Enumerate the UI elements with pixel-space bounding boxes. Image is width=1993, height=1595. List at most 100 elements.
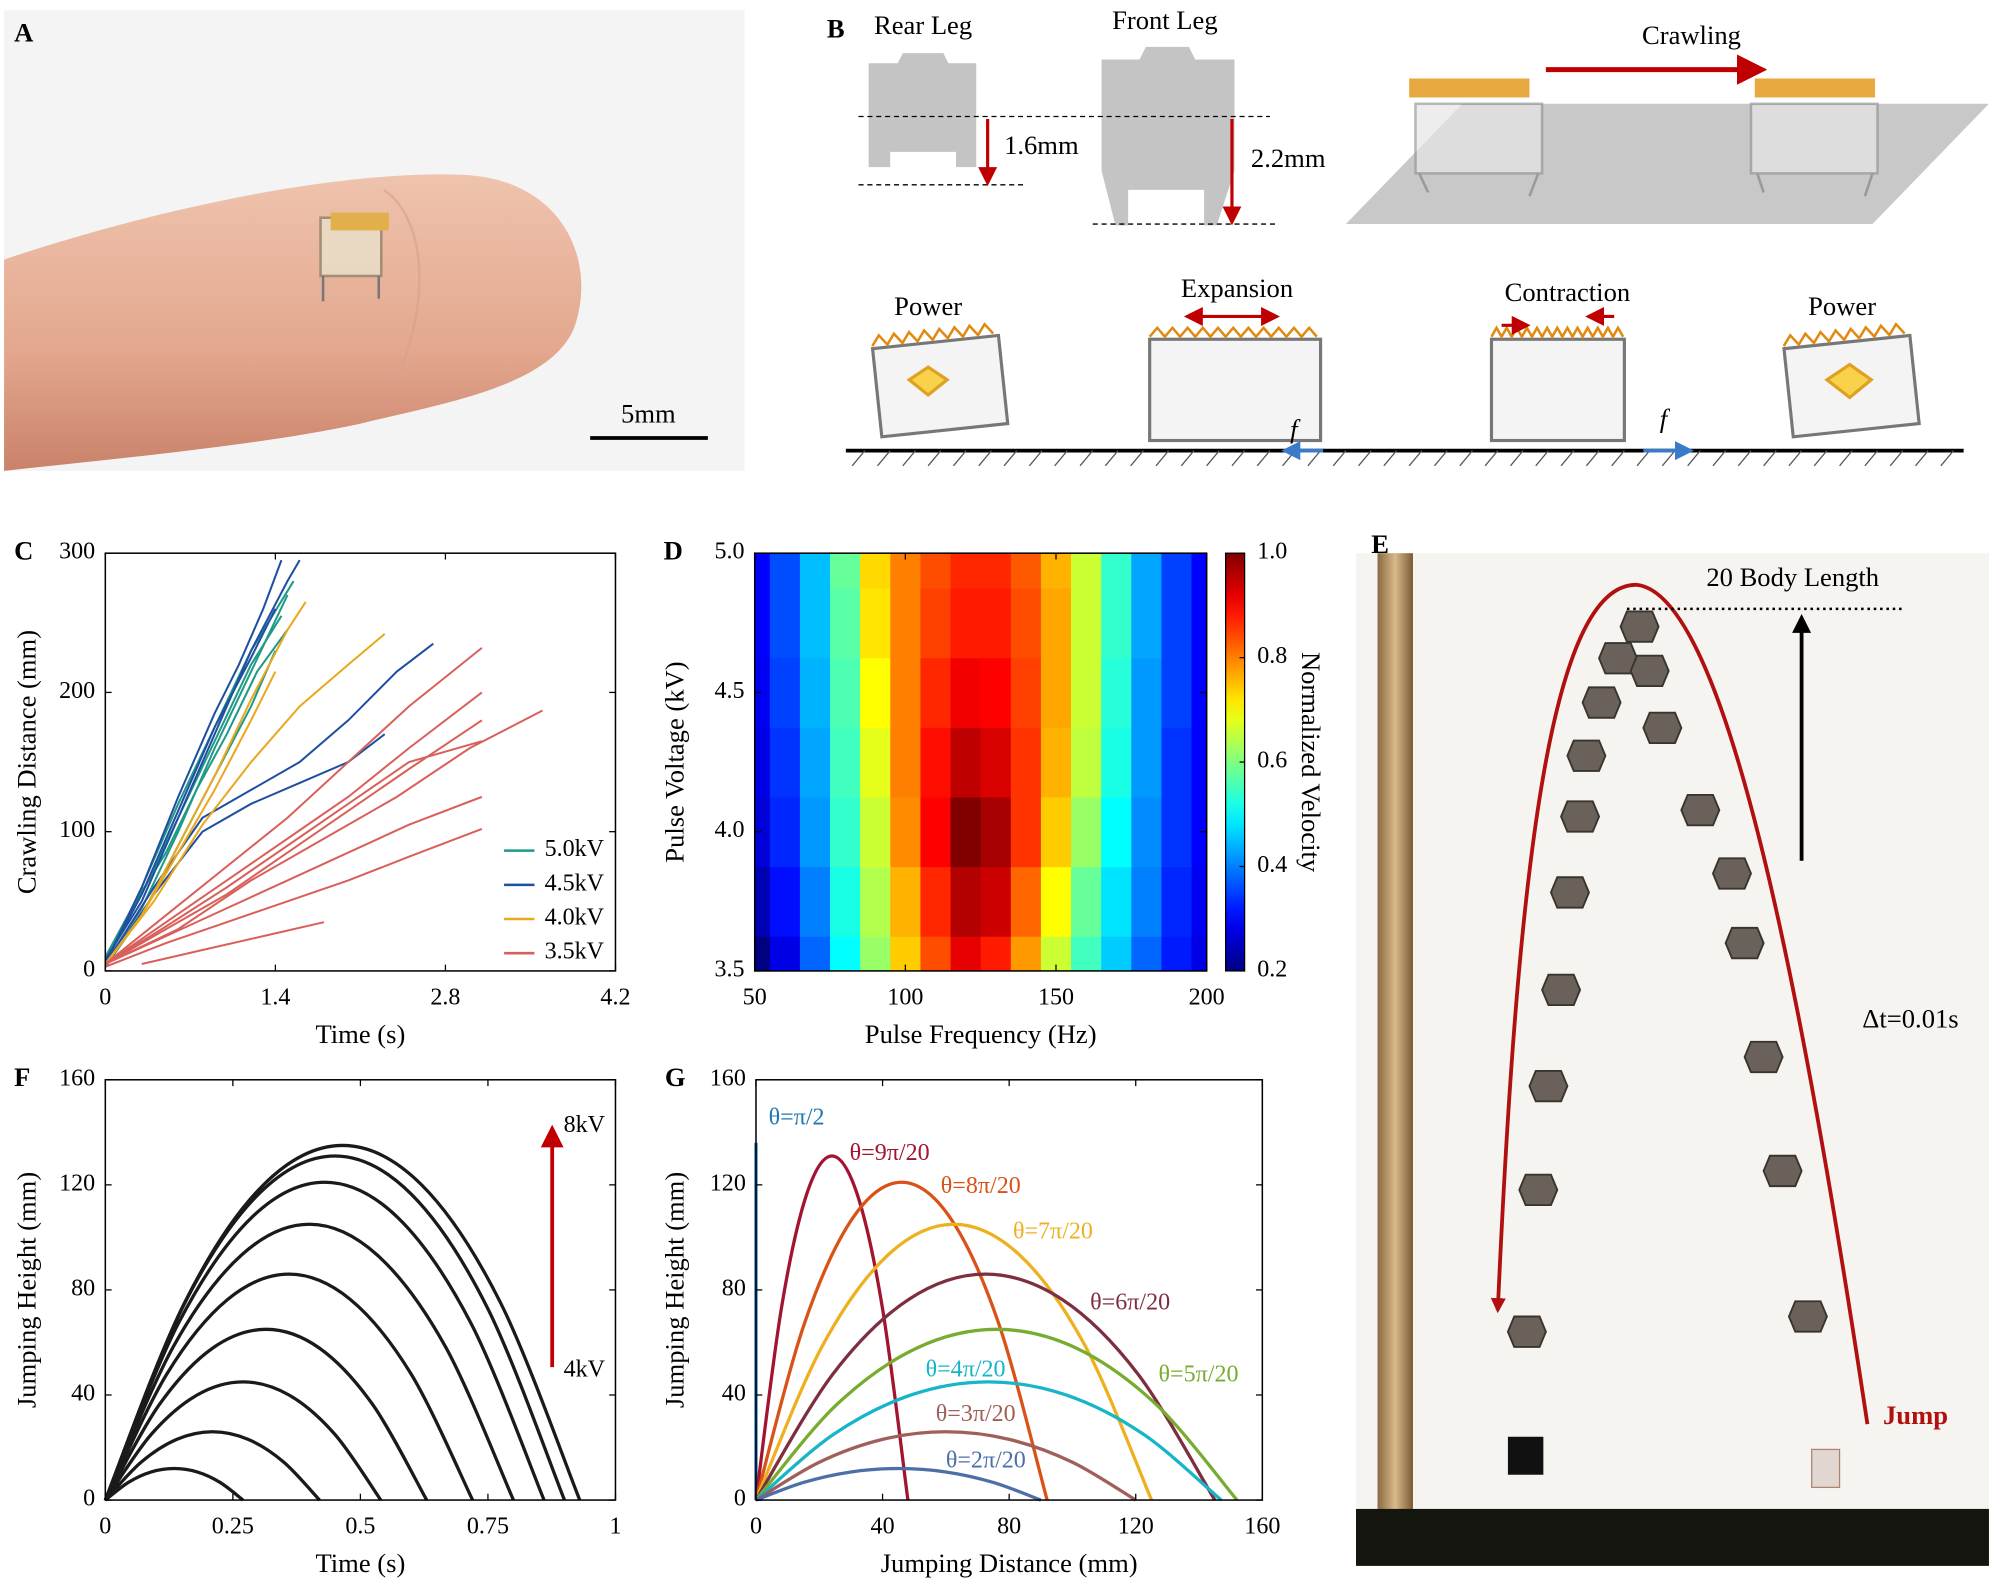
finger-crease <box>383 188 421 381</box>
data-line <box>104 691 483 965</box>
heatmap-cell <box>1010 936 1042 972</box>
interval-label: Δt=0.01s <box>1862 1004 1958 1034</box>
heatmap-cell <box>830 796 861 868</box>
data-line <box>104 559 283 965</box>
heatmap-cell <box>950 587 982 659</box>
phase-label: Contraction <box>1505 277 1630 307</box>
y-tick-label: 120 <box>710 1170 746 1196</box>
y-tick-label: 4.0 <box>715 817 745 843</box>
heatmap-cell <box>1040 796 1072 868</box>
data-line <box>755 1430 1137 1502</box>
leg-label: Front Leg <box>1112 5 1218 35</box>
heatmap-cell <box>799 727 831 798</box>
annotation: 8kV <box>564 1112 606 1138</box>
heatmap-cell <box>860 936 891 972</box>
heatmap-cell <box>860 553 891 589</box>
heatmap-cell <box>769 587 801 659</box>
heatmap-cell <box>860 727 891 798</box>
gait-robots <box>870 322 1921 443</box>
x-tick-label: 0.5 <box>345 1513 375 1539</box>
robot-photo <box>319 212 389 302</box>
heatmap-cell <box>1161 553 1193 589</box>
finger <box>4 174 582 471</box>
data-line <box>104 1430 321 1502</box>
x-tick-label: 2.8 <box>430 984 460 1010</box>
y-axis-label: Pulse Voltage (kV) <box>660 661 690 862</box>
heatmap-cell <box>1191 587 1208 659</box>
heatmap-cell <box>830 727 861 798</box>
heatmap-cell <box>1101 796 1132 868</box>
heatmap-cell <box>1191 727 1208 798</box>
panel-f: F 0 0.25 0.5 0.75 1 0 40 80 120 160 Time (s) Jumping… <box>11 1062 621 1578</box>
heatmap-cell <box>1010 657 1042 728</box>
heatmap-cell <box>890 727 922 798</box>
heatmap-cell <box>799 936 831 972</box>
heatmap-cell <box>1101 657 1132 728</box>
heatmap-cell <box>799 657 831 728</box>
heatmap-cell <box>830 587 861 659</box>
data-line <box>754 1380 1223 1502</box>
heatmap-cell <box>860 866 891 937</box>
heatmap-cell <box>1131 796 1163 868</box>
heatmap-cell <box>920 657 952 728</box>
heatmap-cell <box>799 866 831 937</box>
heatmap-cell <box>1101 553 1132 589</box>
trajectory-arrow <box>1490 582 1870 1425</box>
heatmap-cell <box>980 796 1012 868</box>
data-line <box>104 671 277 966</box>
axes-frame <box>104 552 617 972</box>
panel-g: G 0 40 80 120 160 0 40 80 120 160 Jumping Distance … <box>660 1062 1281 1578</box>
x-tick-label: 0 <box>99 984 111 1010</box>
data-line <box>103 1143 582 1501</box>
phase-label: Expansion <box>1181 273 1293 303</box>
heatmap-cell <box>830 657 861 728</box>
heatmap-cell <box>890 796 922 868</box>
y-tick-label: 80 <box>722 1275 746 1301</box>
panel-label: F <box>14 1062 30 1092</box>
x-tick-label: 50 <box>743 984 767 1010</box>
x-tick-label: 80 <box>997 1513 1021 1539</box>
legend-label: 4.0kV <box>545 905 605 931</box>
x-tick-label: 160 <box>1244 1513 1280 1539</box>
heatmap-cell <box>754 936 771 972</box>
x-axis-label: Time (s) <box>315 1548 405 1578</box>
heatmap-cell <box>1191 796 1208 868</box>
y-tick-label: 5.0 <box>715 539 745 565</box>
heatmap-cell <box>830 553 861 589</box>
heatmap-cell <box>754 866 771 937</box>
frames <box>1506 610 1841 1489</box>
heatmap-cell <box>799 553 831 589</box>
heatmap-cell <box>1010 587 1042 659</box>
panel-label: C <box>14 535 33 565</box>
heatmap-cell <box>1010 553 1042 589</box>
floor <box>1356 1508 1989 1566</box>
heatmap-cell <box>1191 553 1208 589</box>
data-line <box>103 1222 515 1501</box>
series-label: θ=6π/20 <box>1090 1289 1170 1315</box>
colorbar-label: Normalized Velocity <box>1296 652 1326 873</box>
x-axis-label: Time (s) <box>315 1019 405 1049</box>
colorbar-tick-label: 0.2 <box>1257 956 1287 982</box>
heatmap-cell <box>1191 866 1208 937</box>
heatmap-cell <box>950 657 982 728</box>
data-line <box>754 1154 910 1501</box>
heatmap-cell <box>830 866 861 937</box>
x-tick-label: 4.2 <box>600 984 630 1010</box>
data-line <box>104 608 277 964</box>
heatmap-cell <box>1071 866 1102 937</box>
friction-label: f <box>1660 404 1671 434</box>
y-tick-label: 80 <box>71 1275 95 1301</box>
series-label: θ=8π/20 <box>941 1173 1021 1199</box>
x-tick-label: 120 <box>1118 1513 1154 1539</box>
y-tick-label: 3.5 <box>715 956 745 982</box>
annotation: 4kV <box>564 1356 606 1382</box>
rear-leg <box>868 53 977 168</box>
data-line <box>103 1272 475 1501</box>
data-line <box>754 1272 1217 1501</box>
heatmap-cell <box>754 553 771 589</box>
heatmap-cell <box>980 553 1012 589</box>
heatmap-cell <box>1071 796 1102 868</box>
heatmap-cell <box>980 587 1012 659</box>
heatmap-cell <box>890 587 922 659</box>
legend-label: 3.5kV <box>545 939 605 965</box>
